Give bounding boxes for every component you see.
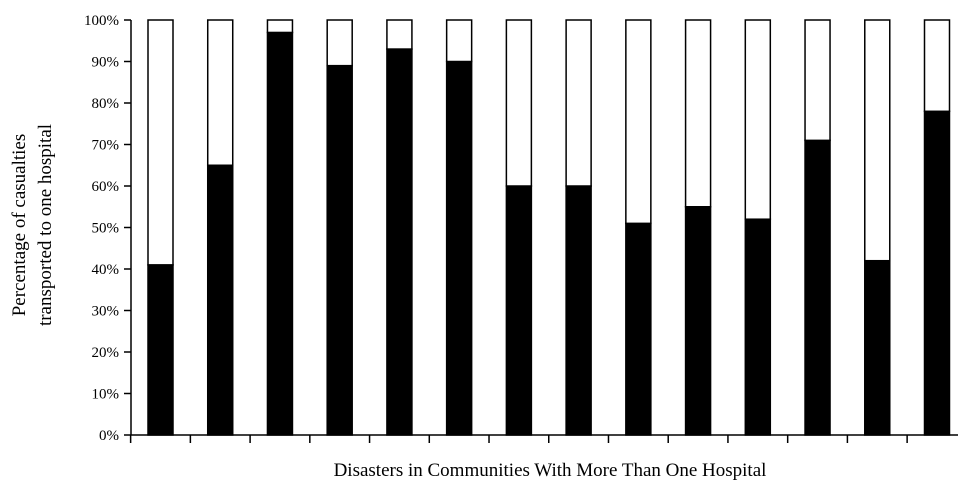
y-tick-label-2: 20% [92,345,120,361]
bar-seg-11-series-2 [744,19,772,220]
bar-seg-8-series-2 [565,19,592,187]
y-tick-label-4: 40% [92,262,120,278]
y-axis-title-line-2: transported to one hospital [35,124,56,326]
bar-seg-8-series-1 [565,185,592,436]
y-tick-label-6: 60% [92,179,120,195]
bar-seg-5-series-1 [386,48,413,436]
y-axis: 0% 10% 20% 30% 40% 50% 60% 70% 80% 90% 100% [84,13,132,444]
bar-seg-1-series-2 [147,19,174,266]
bar-seg-11-series-1 [744,218,772,436]
y-tick-label-3: 30% [92,304,120,320]
y-tick-label-7: 70% [92,138,120,154]
bar-seg-6-series-2 [445,19,473,63]
bar-seg-13-series-2 [864,19,891,262]
y-tick-label-10: 100% [84,13,119,29]
bar-seg-7-series-2 [505,19,533,187]
y-tick-label-8: 80% [92,96,120,112]
bar-seg-7-series-1 [505,185,533,436]
x-axis-title: Disasters in Communities With More Than … [334,460,767,481]
bar-seg-1-series-1 [147,264,174,436]
y-tick-label-0: 0% [99,428,119,444]
bar-seg-9-series-2 [625,19,652,225]
y-tick-label-5: 50% [92,221,120,237]
y-tick-label-1: 10% [92,387,120,403]
y-tick-label-9: 90% [92,55,120,71]
bar-seg-3-series-1 [266,31,294,436]
bar-seg-10-series-2 [684,19,712,208]
x-axis [129,434,958,443]
bar-seg-12-series-2 [804,19,831,142]
bar-seg-2-series-2 [206,19,234,166]
bar-seg-9-series-1 [625,222,652,436]
bar-seg-14-series-1 [923,110,951,436]
bar-seg-14-series-2 [923,19,951,113]
bars-group [147,19,951,436]
bar-seg-4-series-2 [326,19,353,67]
bar-seg-2-series-1 [206,164,234,436]
bar-seg-4-series-1 [326,64,353,436]
y-axis-title-line-1: Percentage of casualties [9,134,30,317]
bar-seg-5-series-2 [386,19,413,50]
bar-seg-3-series-2 [266,19,294,34]
bar-seg-12-series-1 [804,139,831,436]
bar-seg-6-series-1 [445,60,473,436]
bar-seg-10-series-1 [684,206,712,436]
bar-seg-13-series-1 [864,259,891,436]
